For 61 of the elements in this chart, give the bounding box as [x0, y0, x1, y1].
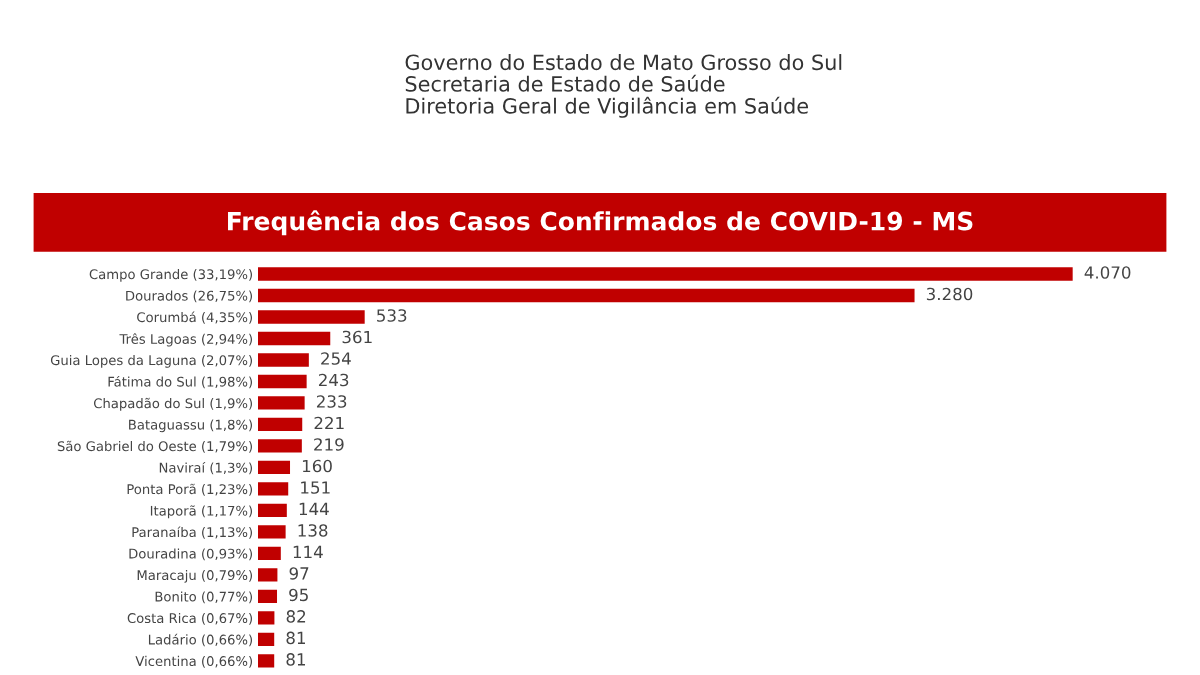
bar	[258, 331, 331, 346]
y-tick-label: Três Lagoas (2,94%)	[119, 333, 253, 347]
bar	[258, 417, 303, 432]
bar	[258, 439, 302, 453]
y-tick-label: Itaporã (1,17%)	[150, 505, 252, 519]
bar	[258, 353, 309, 367]
bar	[258, 460, 291, 475]
data-label: 151	[301, 481, 330, 494]
data-label: 243	[318, 373, 349, 387]
y-tick-label: Paranaíba (1,13%)	[132, 526, 253, 539]
y-tick-label: Ladário (0,66%)	[148, 633, 252, 647]
y-tick-label: Vicentina (0,66%)	[135, 655, 253, 668]
y-tick-label: Campo Grande (33,19%)	[89, 268, 252, 282]
bar	[258, 568, 278, 582]
y-tick-label: São Gabriel do Oeste (1,79%)	[57, 440, 252, 453]
text: Governo do Estado de Mato Grosso do Sul	[405, 54, 842, 71]
y-tick-label: Bataguassu (1,8%)	[129, 419, 253, 433]
data-label: 81	[286, 653, 305, 666]
chart-title: Frequência dos Casos Confirmados de COVID-19 - MS	[228, 210, 973, 236]
data-label: 4.070	[1084, 266, 1131, 279]
data-label: 138	[298, 524, 328, 537]
bar	[258, 482, 289, 496]
y-tick-label: Naviraí (1,3%)	[159, 461, 252, 475]
data-label: 114	[293, 545, 323, 559]
data-label: 82	[286, 610, 306, 623]
y-tick-label: Maracaju (0,79%)	[137, 569, 253, 583]
data-label: 233	[316, 395, 347, 408]
data-label: 97	[289, 567, 309, 580]
text: Diretoria Geral de Vigilância em Saúde	[406, 96, 808, 118]
y-tick-label: Dourados (26,75%)	[126, 290, 253, 303]
data-label: 160	[302, 459, 332, 473]
data-label: 3.280	[926, 287, 973, 301]
bar	[258, 611, 275, 625]
data-label: 95	[289, 588, 308, 602]
y-tick-label: Corumbá (4,35%)	[137, 311, 253, 324]
y-tick-label: Guia Lopes da Laguna (2,07%)	[50, 354, 252, 368]
text: Secretaria de Estado de Saúde	[405, 74, 725, 92]
bar	[258, 503, 287, 518]
data-label: 533	[377, 309, 407, 322]
data-label: 144	[299, 502, 329, 516]
y-tick-label: Chapadão do Sul (1,9%)	[93, 397, 252, 411]
y-tick-label: Douradina (0,93%)	[129, 548, 253, 561]
y-tick-label: Fátima do Sul (1,98%)	[108, 375, 253, 389]
bar	[258, 288, 915, 303]
data-label: 361	[342, 330, 372, 344]
data-label: 254	[321, 352, 351, 365]
bar	[258, 267, 1073, 281]
bar	[258, 546, 281, 561]
y-tick-label: Bonito (0,77%)	[155, 591, 253, 604]
bar	[258, 310, 365, 324]
bar	[258, 374, 307, 389]
bar	[258, 589, 278, 604]
data-label: 219	[314, 438, 344, 451]
bar	[258, 525, 286, 539]
bar	[258, 632, 275, 647]
bar	[258, 396, 305, 410]
data-label: 81	[286, 631, 305, 645]
y-tick-label: Costa Rica (0,67%)	[127, 612, 253, 625]
data-label: 221	[314, 416, 344, 430]
y-tick-label: Ponta Porã (1,23%)	[127, 483, 253, 496]
bar	[258, 654, 275, 668]
